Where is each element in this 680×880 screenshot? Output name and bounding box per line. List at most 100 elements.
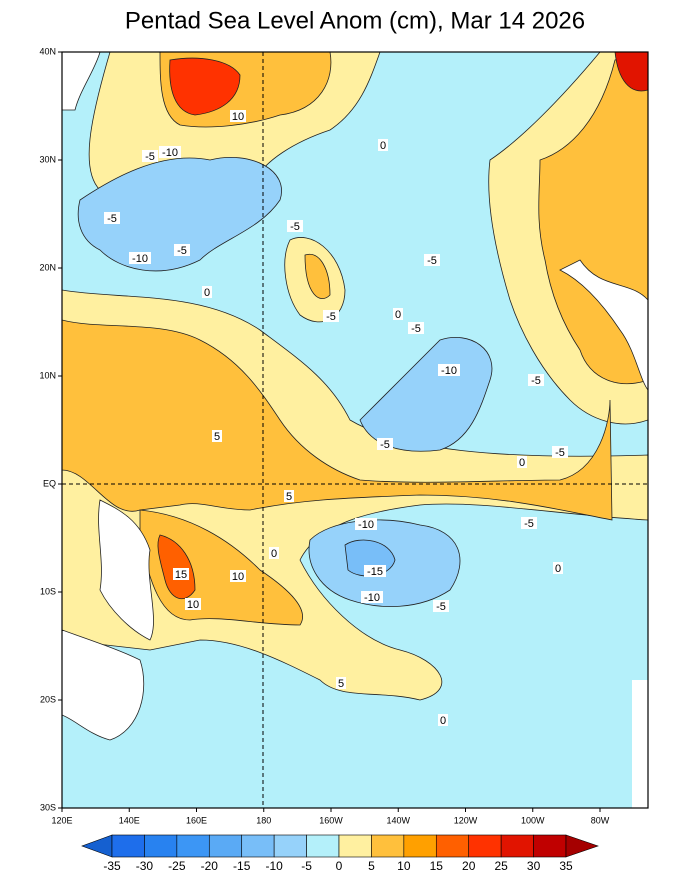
contour-label-box [521, 517, 537, 529]
map-axes: 40N 30N 20N 10N EQ 10S 20S 30S 120E 140E 160E 180 16… [39, 46, 609, 825]
contour-labels: 10-5 -100-5-10-50-5-5-5 0-5-10-55-50-55-5-… [104, 110, 568, 727]
contour-label-box [269, 547, 279, 559]
contour-label: -10 [132, 253, 148, 265]
contour-label-box [438, 714, 448, 726]
colorbar-box [500, 834, 534, 858]
contour-label: -10 [358, 519, 374, 531]
colorbar-box [533, 834, 567, 858]
land [62, 52, 101, 111]
warm-region [304, 253, 331, 299]
lat-label: EQ [43, 478, 56, 488]
contour-label: 0 [519, 457, 525, 469]
contour-label-box [287, 220, 303, 232]
lon-label: 80W [591, 815, 610, 825]
land [98, 499, 154, 641]
contour-label-box [174, 244, 190, 256]
contour-label: 15 [175, 569, 187, 581]
land [559, 259, 648, 391]
colorbar: -35 -30 -25 -20 -15 -10 -5 0 5 10 15 20 25 30 35 [81, 834, 599, 873]
lon-label: 120W [454, 815, 478, 825]
contour-label: 0 [204, 287, 210, 299]
colorbar-label: 20 [462, 859, 476, 873]
contour-label: -10 [162, 147, 178, 159]
colorbar-label: 35 [559, 859, 573, 873]
contour-label-box [159, 146, 181, 158]
no-data [632, 680, 648, 808]
contour-label-box [129, 252, 151, 264]
colorbar-label: -25 [168, 859, 186, 873]
colorbar-label: 30 [527, 859, 541, 873]
colorbar-box [371, 834, 405, 858]
contour-label: -5 [326, 311, 336, 323]
contour-label: 5 [338, 678, 344, 690]
contour-label: -5 [380, 439, 390, 451]
contour-label-box [361, 591, 383, 603]
lon-label: 140E [119, 815, 140, 825]
contour-label-box [212, 430, 222, 442]
colorbar-label: -15 [233, 859, 251, 873]
contour-label-box [528, 374, 544, 386]
contour-label-box [378, 139, 388, 151]
lon-label: 180 [256, 815, 271, 825]
colorbar-box [435, 834, 470, 858]
contour-label: -10 [441, 365, 457, 377]
colorbar-label: 0 [336, 859, 343, 873]
contour-label-box [517, 456, 527, 468]
contour-label-box [377, 438, 393, 450]
lon-label: 100W [521, 815, 545, 825]
lat-label: 30S [40, 802, 56, 812]
colorbar-label: 5 [368, 859, 375, 873]
colorbar-label: -10 [265, 859, 283, 873]
contour-label-box [336, 677, 346, 689]
lon-label: 160E [186, 815, 207, 825]
colorbar-label: -35 [103, 859, 121, 873]
colorbar-box [273, 834, 307, 858]
lat-label: 20S [40, 694, 56, 704]
colorbar-label: -20 [201, 859, 219, 873]
contour-label-box [408, 322, 424, 334]
contour-label-box [202, 286, 212, 298]
land [62, 629, 145, 741]
contour-label-box [230, 570, 246, 582]
contour-label: 5 [214, 431, 220, 443]
map-frame [61, 51, 649, 809]
contour-label-box [323, 310, 339, 322]
lon-label: 140W [386, 815, 410, 825]
hot-region [157, 534, 196, 600]
colorbar-box [176, 834, 210, 858]
colorbar-box [144, 834, 178, 858]
contour-label: 0 [555, 563, 561, 575]
hot-region [169, 57, 241, 116]
colorbar-box [468, 834, 502, 858]
colorbar-label: 15 [430, 859, 444, 873]
contour-label-box [433, 600, 449, 612]
contour-label-box [185, 598, 201, 610]
colorbar-box [111, 834, 145, 858]
contour-label-box [552, 446, 568, 458]
contour-label: 10 [232, 571, 244, 583]
contour-label: 0 [395, 309, 401, 321]
contour-label-box [393, 308, 403, 320]
colorbar-box [338, 834, 372, 858]
contour-label: 10 [232, 111, 244, 123]
lat-label: 30N [39, 154, 56, 164]
colorbar-box [241, 834, 275, 858]
contour-label: 10 [187, 599, 199, 611]
contour-label: -5 [555, 447, 565, 459]
lat-label: 20N [39, 262, 56, 272]
colorbar-arrow [81, 834, 113, 858]
lat-label: 10N [39, 370, 56, 380]
contour-label-box [364, 565, 386, 577]
sea-level-field [62, 52, 648, 808]
colorbar-arrow [565, 834, 599, 858]
warm-region [62, 319, 613, 521]
contour-label: 0 [440, 715, 446, 727]
lon-label: 120E [51, 815, 72, 825]
contour-label: -15 [367, 566, 383, 578]
contour-label: -5 [177, 245, 187, 257]
cool-region [77, 157, 282, 272]
contour-label-box [142, 150, 158, 162]
contour-label-box [284, 490, 294, 502]
contour-label: -5 [427, 255, 437, 267]
